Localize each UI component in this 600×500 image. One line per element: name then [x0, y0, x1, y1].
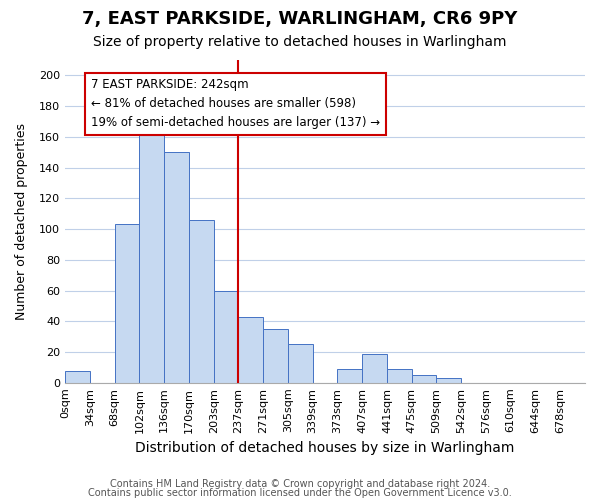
X-axis label: Distribution of detached houses by size in Warlingham: Distribution of detached houses by size … — [136, 441, 515, 455]
Bar — [65, 370, 90, 383]
Text: 7, EAST PARKSIDE, WARLINGHAM, CR6 9PY: 7, EAST PARKSIDE, WARLINGHAM, CR6 9PY — [82, 10, 518, 28]
Bar — [288, 344, 313, 383]
Text: Contains HM Land Registry data © Crown copyright and database right 2024.: Contains HM Land Registry data © Crown c… — [110, 479, 490, 489]
Bar — [189, 220, 214, 383]
Text: 7 EAST PARKSIDE: 242sqm
← 81% of detached houses are smaller (598)
19% of semi-d: 7 EAST PARKSIDE: 242sqm ← 81% of detache… — [91, 78, 380, 130]
Bar — [362, 354, 387, 383]
Bar — [115, 224, 139, 383]
Bar — [214, 290, 238, 383]
Bar — [387, 369, 412, 383]
Bar — [164, 152, 189, 383]
Bar — [263, 329, 288, 383]
Text: Size of property relative to detached houses in Warlingham: Size of property relative to detached ho… — [93, 35, 507, 49]
Y-axis label: Number of detached properties: Number of detached properties — [15, 123, 28, 320]
Bar — [139, 128, 164, 383]
Text: Contains public sector information licensed under the Open Government Licence v3: Contains public sector information licen… — [88, 488, 512, 498]
Bar — [337, 369, 362, 383]
Bar — [436, 378, 461, 383]
Bar — [412, 375, 436, 383]
Bar — [238, 316, 263, 383]
